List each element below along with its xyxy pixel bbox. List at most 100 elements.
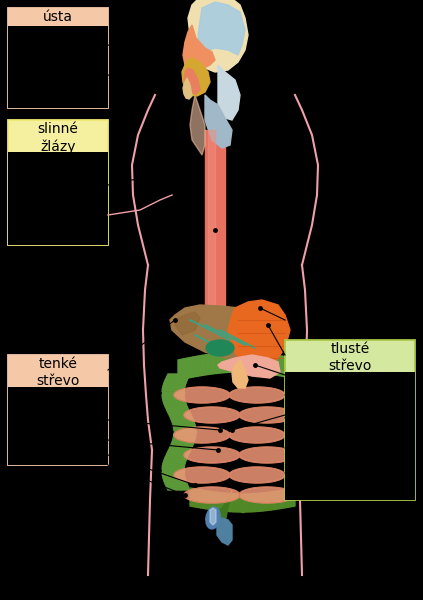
Polygon shape <box>300 463 323 466</box>
Polygon shape <box>233 352 236 372</box>
Polygon shape <box>183 78 192 99</box>
Polygon shape <box>301 472 323 475</box>
Polygon shape <box>300 398 323 401</box>
Polygon shape <box>162 466 184 469</box>
Polygon shape <box>241 494 244 512</box>
Polygon shape <box>297 407 320 410</box>
Polygon shape <box>266 354 269 374</box>
Polygon shape <box>165 484 189 487</box>
Polygon shape <box>228 300 290 368</box>
Polygon shape <box>167 487 190 490</box>
Polygon shape <box>203 355 206 375</box>
Polygon shape <box>225 493 228 511</box>
Polygon shape <box>244 352 246 372</box>
Polygon shape <box>203 490 206 509</box>
Bar <box>285 340 415 500</box>
Polygon shape <box>162 463 185 466</box>
Polygon shape <box>268 492 271 511</box>
Polygon shape <box>210 508 216 525</box>
Polygon shape <box>167 374 190 377</box>
Polygon shape <box>290 488 292 507</box>
Polygon shape <box>291 419 314 422</box>
Polygon shape <box>162 398 185 401</box>
Polygon shape <box>211 354 214 374</box>
Text: tenké
střevo: tenké střevo <box>36 357 80 388</box>
Polygon shape <box>236 352 239 372</box>
Polygon shape <box>165 377 189 380</box>
Polygon shape <box>295 410 319 413</box>
Bar <box>8 387 108 465</box>
Polygon shape <box>289 425 312 428</box>
Polygon shape <box>287 357 289 377</box>
Polygon shape <box>279 490 282 509</box>
Polygon shape <box>168 448 192 451</box>
Polygon shape <box>298 457 321 460</box>
Polygon shape <box>163 383 186 386</box>
Polygon shape <box>292 445 316 448</box>
Polygon shape <box>190 95 205 155</box>
Polygon shape <box>287 489 290 508</box>
Polygon shape <box>249 352 251 373</box>
Polygon shape <box>163 478 186 481</box>
Polygon shape <box>226 352 228 373</box>
Polygon shape <box>263 493 265 511</box>
Polygon shape <box>206 491 209 509</box>
Polygon shape <box>251 352 254 373</box>
Polygon shape <box>276 491 279 509</box>
Polygon shape <box>231 352 233 372</box>
Polygon shape <box>284 356 287 377</box>
Polygon shape <box>214 492 217 511</box>
Polygon shape <box>295 487 319 490</box>
Polygon shape <box>167 410 190 413</box>
Polygon shape <box>294 413 317 416</box>
Polygon shape <box>289 358 292 378</box>
Polygon shape <box>272 355 274 375</box>
Polygon shape <box>209 491 212 509</box>
Polygon shape <box>233 494 236 512</box>
Polygon shape <box>265 493 268 511</box>
Polygon shape <box>198 356 201 376</box>
Polygon shape <box>162 472 184 475</box>
Ellipse shape <box>206 340 234 356</box>
Polygon shape <box>232 360 248 388</box>
Polygon shape <box>301 466 323 469</box>
Polygon shape <box>173 433 196 436</box>
Polygon shape <box>181 359 183 379</box>
Polygon shape <box>214 353 216 374</box>
Polygon shape <box>162 389 184 392</box>
Polygon shape <box>175 312 200 335</box>
Polygon shape <box>178 359 181 380</box>
Polygon shape <box>164 481 187 484</box>
Text: ústa: ústa <box>43 10 73 24</box>
Polygon shape <box>298 481 321 484</box>
Polygon shape <box>216 353 219 373</box>
Polygon shape <box>222 493 225 511</box>
Polygon shape <box>164 457 187 460</box>
Polygon shape <box>289 428 311 431</box>
Polygon shape <box>271 491 273 510</box>
Polygon shape <box>295 374 319 377</box>
Polygon shape <box>162 392 184 395</box>
Polygon shape <box>229 387 285 403</box>
Polygon shape <box>294 358 297 379</box>
Polygon shape <box>255 493 257 512</box>
Polygon shape <box>229 467 285 483</box>
Polygon shape <box>291 442 314 445</box>
Polygon shape <box>259 353 261 373</box>
Bar <box>8 120 108 245</box>
Polygon shape <box>198 2 245 60</box>
Polygon shape <box>289 433 311 436</box>
Polygon shape <box>273 491 276 509</box>
Polygon shape <box>172 439 195 442</box>
Polygon shape <box>289 436 312 439</box>
Polygon shape <box>198 490 201 508</box>
Polygon shape <box>298 404 321 407</box>
Polygon shape <box>217 518 232 545</box>
Polygon shape <box>184 68 200 94</box>
Polygon shape <box>300 475 323 478</box>
Polygon shape <box>201 490 203 508</box>
Polygon shape <box>217 493 220 511</box>
Polygon shape <box>300 386 323 389</box>
Polygon shape <box>184 407 240 423</box>
Polygon shape <box>301 395 323 398</box>
